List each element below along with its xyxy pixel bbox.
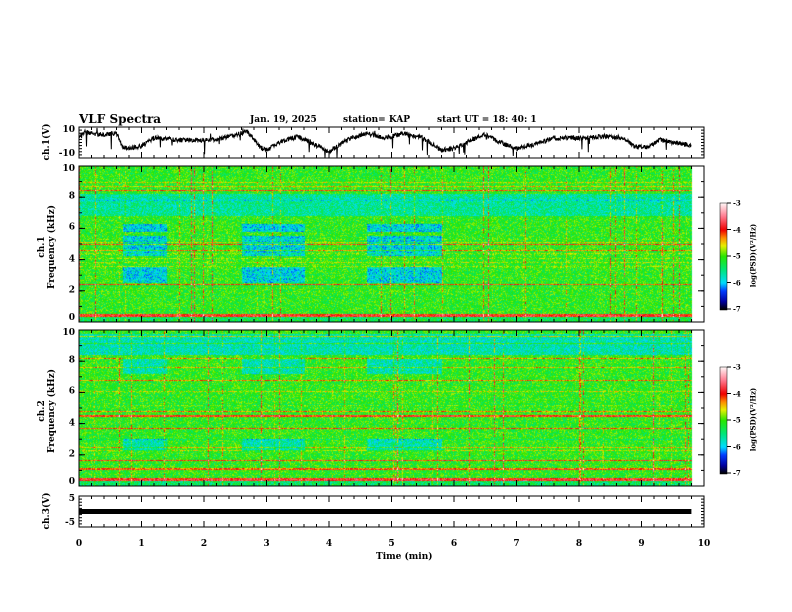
- ch1-spectrogram: [79, 166, 704, 322]
- colorbar-tick-label: -4: [733, 225, 741, 234]
- y-tick-label: 4: [68, 418, 75, 429]
- ch2-colorbar: [720, 367, 727, 474]
- y-tick-label: 10: [62, 164, 75, 174]
- ch1-colorbar: [720, 203, 727, 310]
- x-tick-label: 3: [263, 539, 270, 549]
- y-tick-label: 8: [68, 355, 75, 366]
- x-tick-label: 2: [200, 539, 208, 549]
- x-tick-label: 1: [138, 539, 145, 549]
- x-tick-label: 5: [388, 539, 395, 549]
- x-axis-label: Time (min): [376, 552, 433, 562]
- ch1-trace: [78, 127, 692, 159]
- ch2-spectrogram: [79, 330, 704, 486]
- colorbar-tick-label: -5: [733, 251, 741, 261]
- colorbar-frame: [719, 202, 728, 311]
- x-tick-label: 6: [450, 539, 458, 549]
- ch2-colorbar-label: log(PSD)(V²/Hz): [748, 387, 758, 452]
- y-tick-label: -5: [65, 518, 75, 528]
- y-tick-label: 6: [68, 386, 75, 397]
- colorbar-tick-label: -4: [733, 389, 741, 398]
- panel-frame-1: [78, 165, 705, 323]
- ch3-ylabel: ch.3(V): [42, 492, 52, 530]
- y-tick-label: 0: [68, 477, 75, 487]
- colorbar-tick-label: -3: [733, 198, 741, 208]
- y-tick-label: 0: [68, 313, 75, 323]
- x-tick-label: 8: [575, 539, 583, 549]
- colorbar-tick-label: -3: [733, 362, 741, 372]
- colorbar-tick-label: -7: [733, 304, 741, 314]
- start-time-label: start UT = 18: 40: 1: [437, 115, 537, 125]
- date-label: Jan. 19, 2025: [250, 115, 317, 125]
- y-tick-label: 8: [68, 191, 75, 202]
- y-tick-label: 2: [68, 449, 75, 460]
- colorbar-frame: [719, 366, 728, 475]
- colorbar-tick-label: -5: [733, 415, 741, 425]
- ch1-colorbar-label: log(PSD)(V²/Hz): [748, 223, 758, 288]
- y-tick-label: 10: [62, 328, 75, 338]
- station-label: station= KAP: [343, 115, 411, 125]
- y-tick-label: 4: [68, 254, 75, 265]
- ch1-spec-ylabel: ch.1 Frequency (kHz): [37, 205, 57, 290]
- x-tick-label: 7: [513, 539, 520, 549]
- colorbar-tick-label: -6: [733, 278, 741, 287]
- colorbar-tick-label: -6: [733, 442, 741, 451]
- y-tick-label: -10: [58, 149, 75, 159]
- ch1-ylabel: ch.1(V): [42, 123, 52, 161]
- y-tick-label: 2: [68, 285, 75, 296]
- figure-title: VLF Spectra: [79, 112, 162, 126]
- ch2-spec-ylabel: ch.2 Frequency (kHz): [37, 369, 57, 454]
- x-tick-label: 9: [638, 539, 645, 549]
- y-tick-label: 5: [68, 494, 75, 504]
- colorbar-tick-label: -7: [733, 468, 741, 478]
- x-tick-label: 0: [75, 539, 83, 549]
- x-tick-label: 4: [325, 539, 333, 549]
- panel-frame-2: [78, 329, 705, 487]
- y-tick-label: 6: [68, 222, 75, 233]
- y-tick-label: 10: [62, 125, 75, 135]
- x-tick-label: 10: [697, 539, 711, 549]
